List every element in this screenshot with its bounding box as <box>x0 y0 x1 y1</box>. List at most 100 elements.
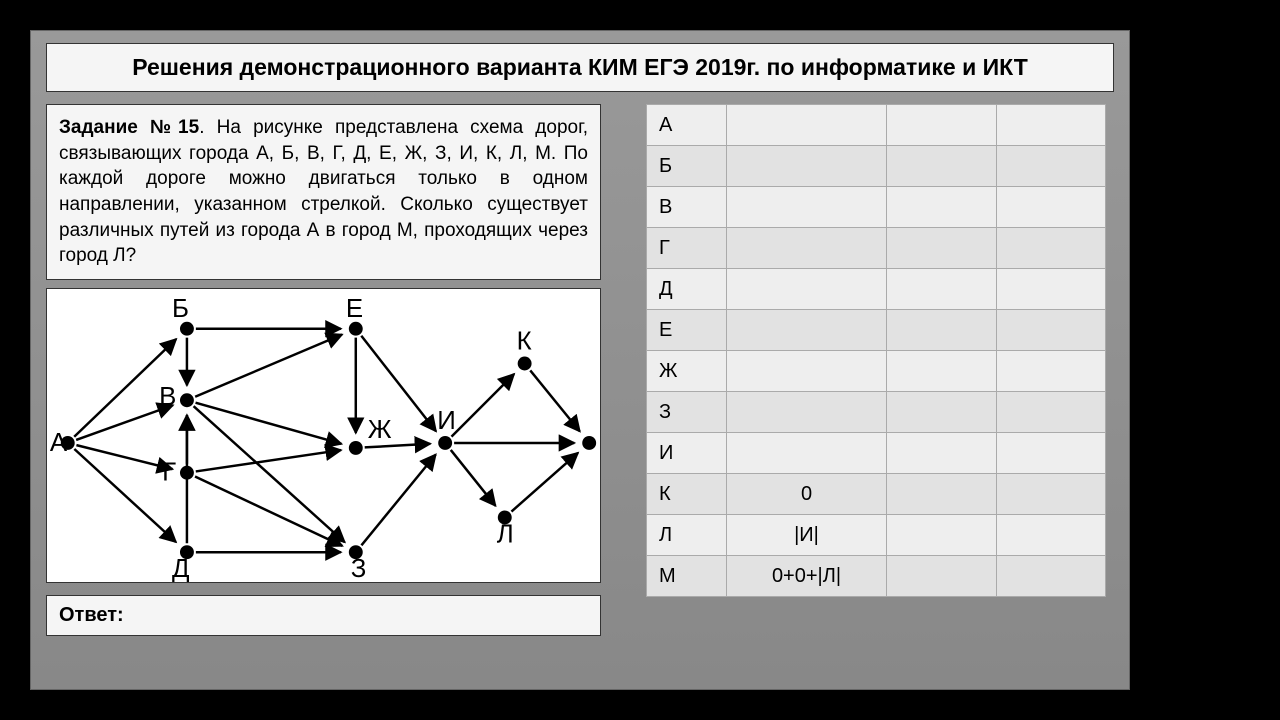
table-row-label: Ж <box>647 351 727 392</box>
table-row-label: В <box>647 187 727 228</box>
table-row: Б <box>647 146 1106 187</box>
table-row-value <box>727 433 887 474</box>
table-cell-empty <box>996 269 1106 310</box>
graph-node-label: Е <box>346 295 363 323</box>
graph-node <box>349 322 363 336</box>
graph-edge <box>511 453 578 512</box>
graph-node <box>438 436 452 450</box>
graph-node <box>582 436 596 450</box>
table-row-value <box>727 105 887 146</box>
table-row-value: |И| <box>727 515 887 556</box>
table-row-label: Б <box>647 146 727 187</box>
table-row-label: М <box>647 556 727 597</box>
table-row-label: А <box>647 105 727 146</box>
table-cell-empty <box>996 187 1106 228</box>
graph-node <box>518 356 532 370</box>
graph-node-label: З <box>351 555 367 582</box>
table-row-value <box>727 146 887 187</box>
table-row-label: К <box>647 474 727 515</box>
graph-node-label: Ж <box>368 416 392 444</box>
table-cell-empty <box>996 105 1106 146</box>
table-row: К0 <box>647 474 1106 515</box>
slide-container: Решения демонстрационного варианта КИМ Е… <box>30 30 1130 690</box>
graph-edge <box>195 334 342 396</box>
slide-title: Решения демонстрационного варианта КИМ Е… <box>46 43 1114 92</box>
answer-label: Ответ: <box>59 604 124 626</box>
problem-text: На рисунке представлена схема дорог, свя… <box>59 117 588 266</box>
table-row-value <box>727 187 887 228</box>
graph-edge <box>74 449 176 542</box>
graph-node <box>180 393 194 407</box>
table-row-value <box>727 351 887 392</box>
right-column: АБВГДЕЖЗИК0Л|И|М0+0+|Л| <box>646 104 1106 636</box>
table-row-value <box>727 310 887 351</box>
table-cell-empty <box>996 351 1106 392</box>
table-cell-empty <box>996 310 1106 351</box>
answer-box: Ответ: <box>46 595 601 636</box>
table-row-label: Л <box>647 515 727 556</box>
table-cell-empty <box>887 351 997 392</box>
table-row: Г <box>647 228 1106 269</box>
graph-edge <box>530 370 580 431</box>
solution-table: АБВГДЕЖЗИК0Л|И|М0+0+|Л| <box>646 104 1106 597</box>
table-cell-empty <box>996 433 1106 474</box>
table-row: А <box>647 105 1106 146</box>
content-row: Задание №15. На рисунке представлена схе… <box>31 104 1129 636</box>
table-cell-empty <box>887 433 997 474</box>
graph-node-label: Б <box>172 295 189 323</box>
graph-edge <box>365 444 431 448</box>
graph-node-label: Л <box>497 520 514 548</box>
graph-edge <box>451 450 496 506</box>
graph-edge <box>195 476 342 545</box>
graph-edge <box>196 450 341 471</box>
table-cell-empty <box>887 392 997 433</box>
table-cell-empty <box>887 515 997 556</box>
table-row-value <box>727 269 887 310</box>
graph-node <box>180 466 194 480</box>
table-cell-empty <box>887 310 997 351</box>
table-row: И <box>647 433 1106 474</box>
graph-node-label: А <box>50 429 68 457</box>
problem-statement: Задание №15. На рисунке представлена схе… <box>46 104 601 280</box>
table-cell-empty <box>887 105 997 146</box>
table-cell-empty <box>887 474 997 515</box>
graph-edge <box>196 403 342 444</box>
graph-node-label: В <box>159 383 176 411</box>
graph-node-label: Г <box>162 459 176 487</box>
graph-node <box>349 441 363 455</box>
table-cell-empty <box>996 228 1106 269</box>
table-cell-empty <box>887 228 997 269</box>
table-cell-empty <box>996 392 1106 433</box>
table-row: Ж <box>647 351 1106 392</box>
table-row: Е <box>647 310 1106 351</box>
table-cell-empty <box>996 474 1106 515</box>
table-row-label: Е <box>647 310 727 351</box>
table-cell-empty <box>996 515 1106 556</box>
table-row-value <box>727 392 887 433</box>
table-row-value: 0 <box>727 474 887 515</box>
table-row: В <box>647 187 1106 228</box>
graph-node-label: К <box>517 327 532 355</box>
table-cell-empty <box>887 556 997 597</box>
table-row-label: Д <box>647 269 727 310</box>
table-cell-empty <box>996 556 1106 597</box>
table-cell-empty <box>996 146 1106 187</box>
graph-edge <box>451 374 514 437</box>
table-row-label: З <box>647 392 727 433</box>
graph-edge <box>194 406 345 542</box>
table-row: Л|И| <box>647 515 1106 556</box>
table-cell-empty <box>887 146 997 187</box>
table-row-value: 0+0+|Л| <box>727 556 887 597</box>
graph-node-label: И <box>437 407 456 435</box>
table-row: Д <box>647 269 1106 310</box>
problem-heading: Задание №15 <box>59 117 199 138</box>
table-row-value <box>727 228 887 269</box>
table-cell-empty <box>887 269 997 310</box>
graph-edge <box>361 454 435 545</box>
table-row-label: Г <box>647 228 727 269</box>
table-row: З <box>647 392 1106 433</box>
table-row-label: И <box>647 433 727 474</box>
graph-diagram: АБВГДЕЖЗИКЛМ <box>46 288 601 583</box>
table-cell-empty <box>887 187 997 228</box>
left-column: Задание №15. На рисунке представлена схе… <box>46 104 601 636</box>
